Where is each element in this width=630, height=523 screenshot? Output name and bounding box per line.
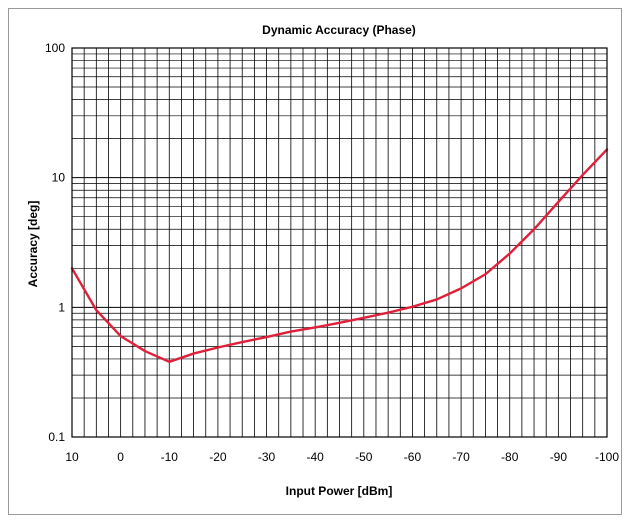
x-tick-label: -20: [209, 450, 227, 464]
chart-title: Dynamic Accuracy (Phase): [262, 23, 416, 37]
x-tick-label: 10: [65, 450, 79, 464]
y-tick-labels: 0.1 1 10 100: [45, 41, 65, 444]
x-tick-label: -90: [550, 450, 568, 464]
x-tick-label: -100: [595, 450, 619, 464]
x-tick-label: -80: [501, 450, 519, 464]
y-tick-label: 0.1: [48, 430, 65, 444]
x-tick-label: -10: [161, 450, 179, 464]
y-tick-label: 100: [45, 41, 65, 55]
x-tick-label: -70: [452, 450, 470, 464]
x-tick-label: 0: [117, 450, 124, 464]
grid: [72, 48, 607, 437]
y-tick-label: 1: [58, 300, 65, 314]
x-axis-label: Input Power [dBm]: [286, 484, 393, 498]
y-tick-label: 10: [52, 171, 66, 185]
y-axis-label: Accuracy [deg]: [26, 201, 40, 288]
x-tick-label: -60: [404, 450, 422, 464]
x-tick-labels: 10 0 -10 -20 -30 -40 -50 -60 -70 -80 -90 -100: [65, 450, 619, 464]
x-tick-label: -40: [307, 450, 325, 464]
x-tick-label: -30: [258, 450, 276, 464]
x-tick-label: -50: [355, 450, 373, 464]
